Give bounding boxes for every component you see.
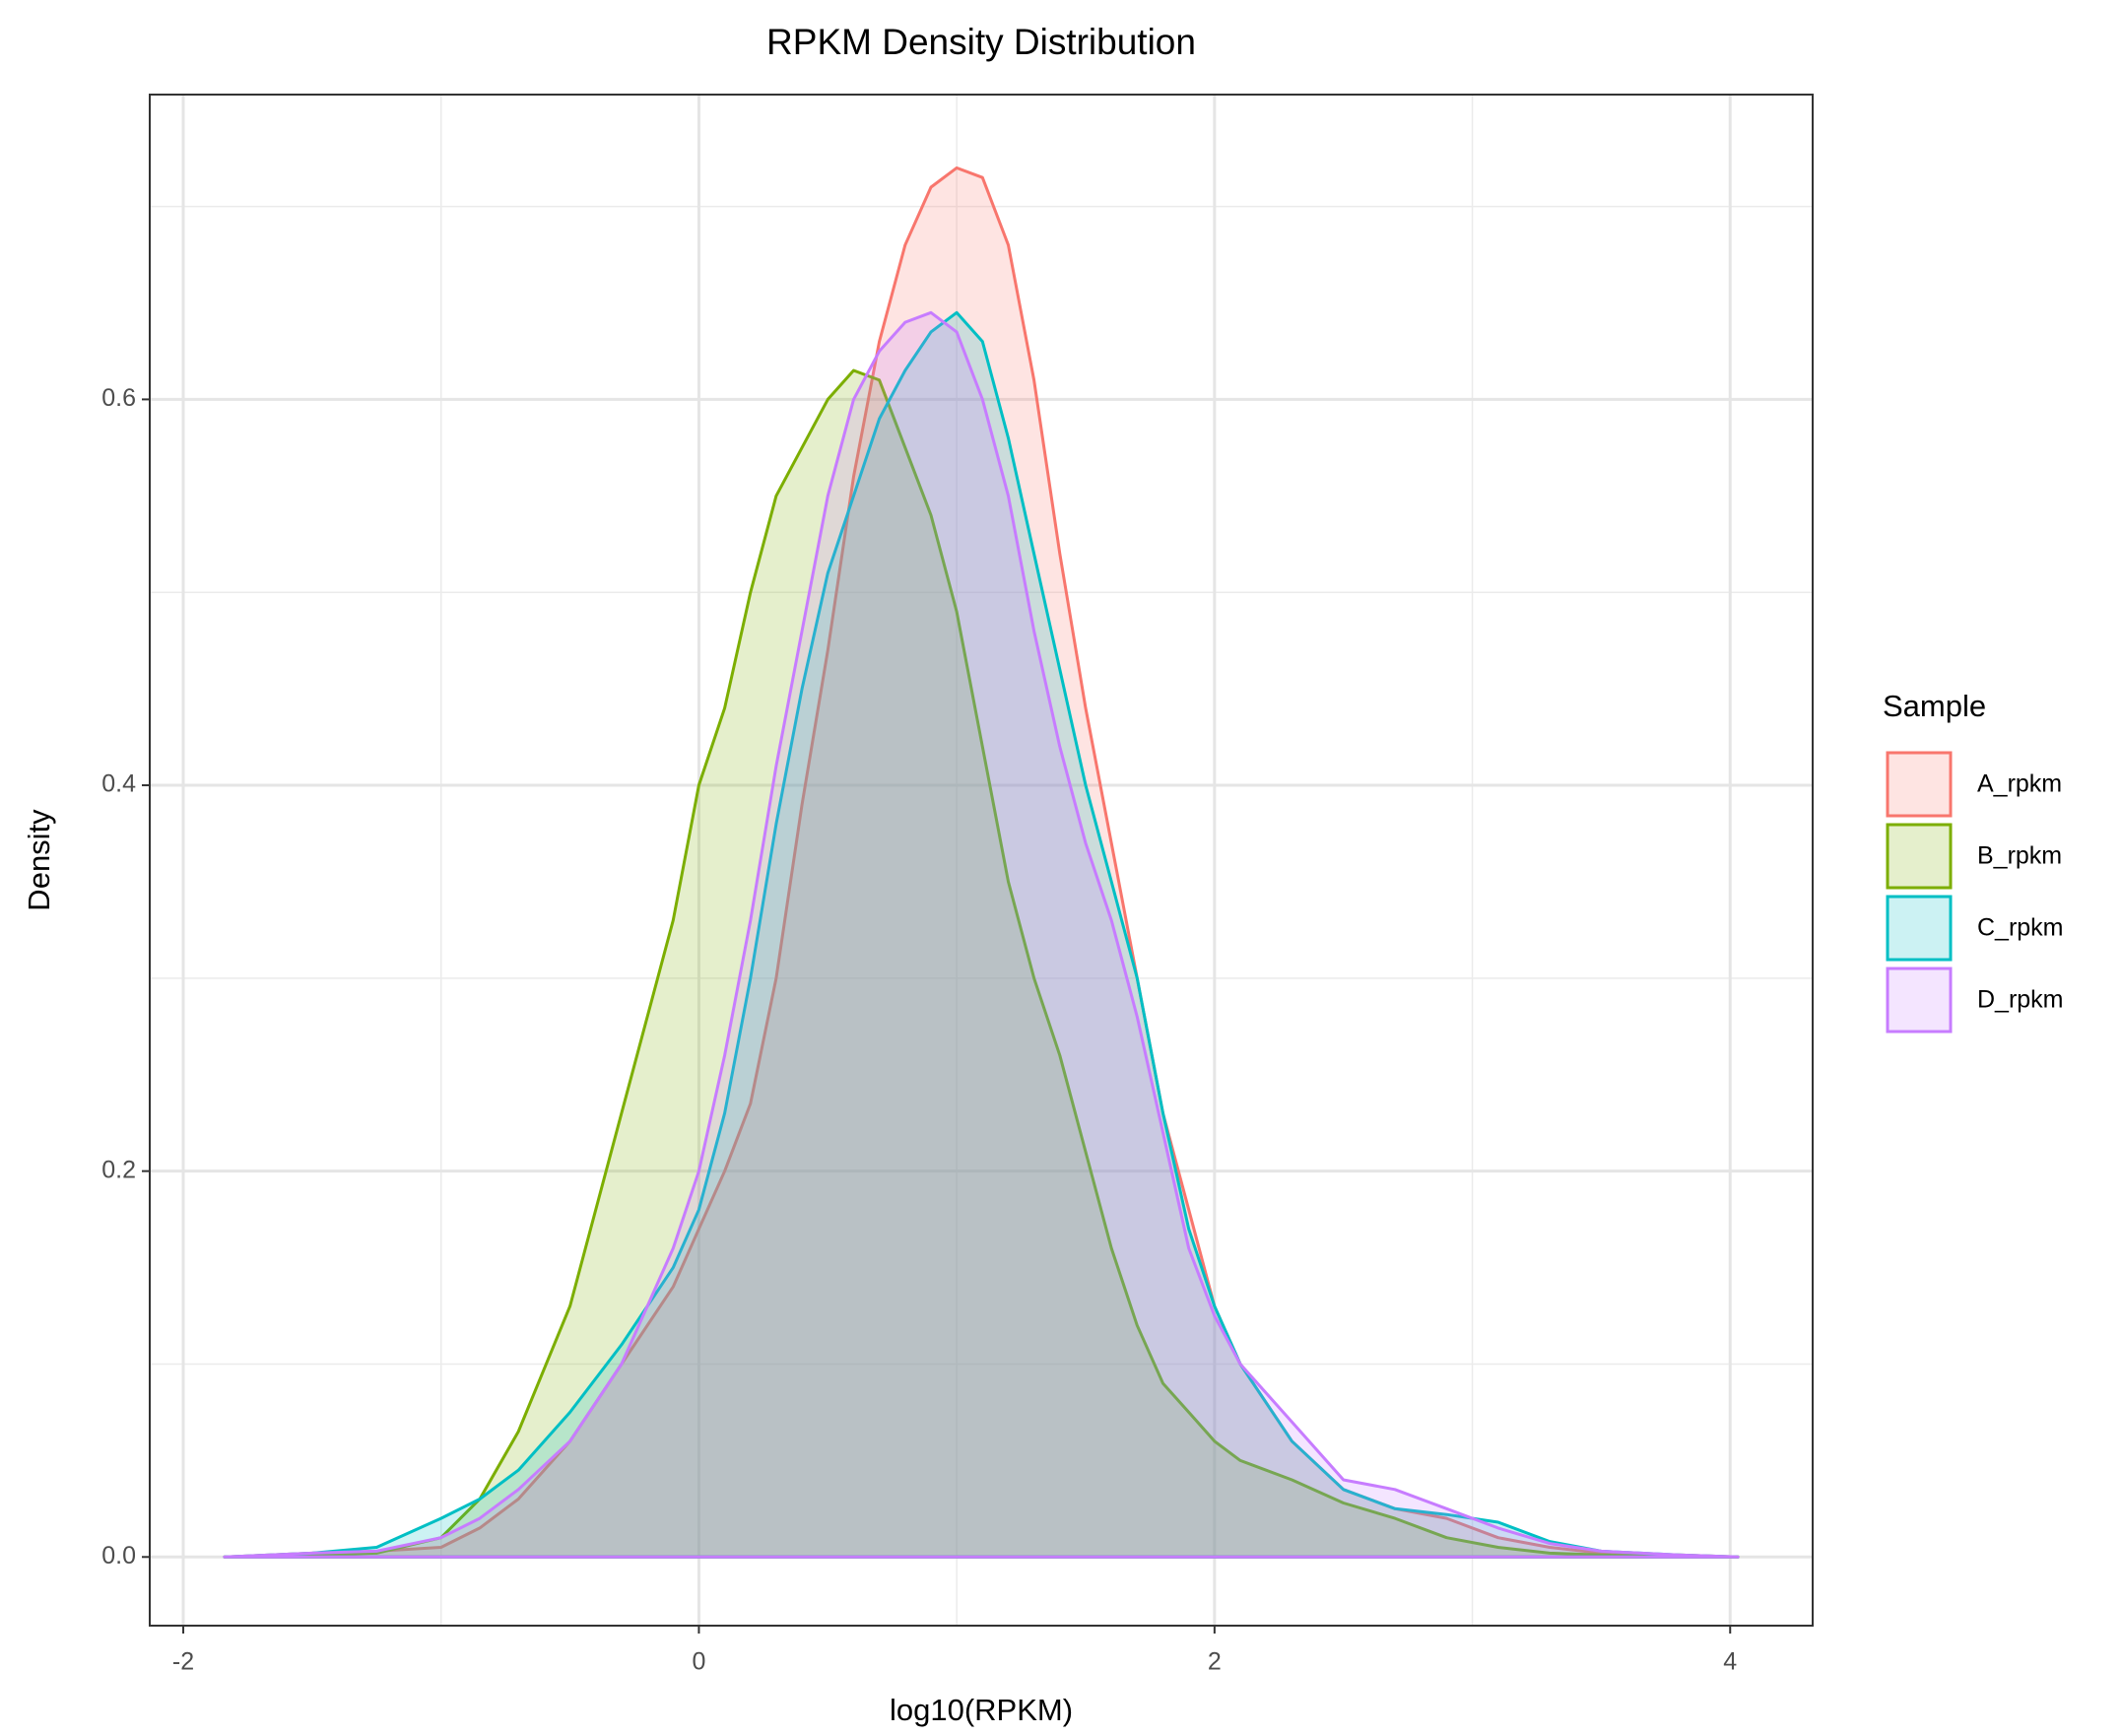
- legend-swatch: [1886, 823, 1953, 890]
- plot-border: [149, 94, 1814, 1627]
- plot-marks: [223, 166, 1740, 1559]
- x-tick-label: 4: [1723, 1648, 1737, 1676]
- density-curve: [223, 310, 1740, 1559]
- density-curve: [223, 310, 1740, 1559]
- legend-key: [1887, 968, 1952, 1033]
- axes: -2 0 2 4 0.0 0.2 0.4 0.6: [101, 94, 1814, 1676]
- legend-title: Sample: [1883, 689, 1986, 723]
- legend-swatch: [1886, 895, 1953, 962]
- y-tick-label: 0.0: [101, 1542, 136, 1569]
- y-tick-label: 0.4: [101, 770, 136, 798]
- legend-key: [1887, 896, 1952, 961]
- chart-title: RPKM Density Distribution: [766, 22, 1196, 62]
- legend-label: D_rpkm: [1977, 986, 2064, 1014]
- legend: A_rpkm B_rpkm C_rpkm D_rpkm: [1886, 751, 2064, 1034]
- x-tick-label: 0: [692, 1648, 705, 1676]
- x-axis-title: log10(RPKM): [890, 1693, 1073, 1727]
- legend-key: [1887, 824, 1952, 889]
- density-curve: [223, 368, 1740, 1559]
- legend-label: B_rpkm: [1977, 842, 2062, 870]
- y-tick-label: 0.6: [101, 384, 136, 412]
- legend-swatch: [1886, 967, 1953, 1034]
- legend-swatch: [1886, 751, 1953, 818]
- y-axis-title: Density: [22, 809, 56, 911]
- x-tick-label: -2: [172, 1648, 194, 1676]
- x-tick-label: 2: [1208, 1648, 1222, 1676]
- y-tick-label: 0.2: [101, 1156, 136, 1183]
- legend-label: C_rpkm: [1977, 914, 2064, 942]
- legend-key: [1887, 752, 1952, 817]
- legend-label: A_rpkm: [1977, 770, 2062, 798]
